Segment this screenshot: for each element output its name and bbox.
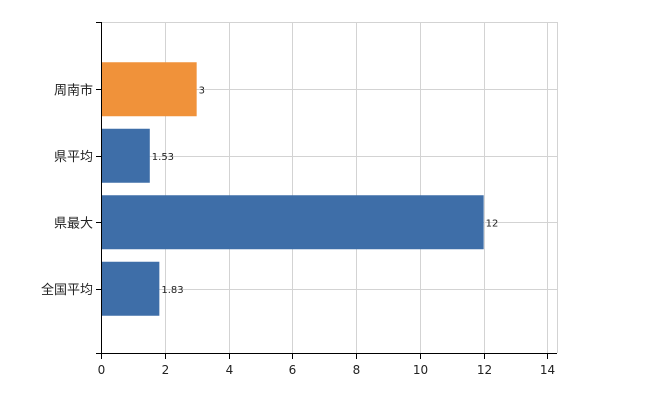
x-tick-label: 2 [162,363,170,377]
value-label: 1.53 [152,152,174,163]
x-tick-label: 12 [477,363,492,377]
value-label: 3 [199,85,205,96]
bar-1 [101,128,150,183]
category-label: 全国平均 [41,282,93,298]
category-label: 周南市 [54,82,93,98]
x-tick-label: 0 [98,363,106,377]
label-layer: 3 周南市 1.53 県平均 12 県最大 1.83 全国平均 0 2 4 6 8 10 12 14 [41,82,555,377]
bar-2 [101,195,484,250]
value-label: 1.83 [161,285,183,296]
axis-layer [96,22,557,359]
bar-layer [101,62,484,316]
category-label: 県最大 [54,216,93,231]
x-tick-label: 10 [413,363,428,377]
bar-0 [101,62,197,117]
x-tick-label: 4 [226,363,234,377]
category-label: 県平均 [54,150,93,165]
x-tick-label: 6 [289,363,297,377]
x-tick-label: 14 [540,363,555,377]
value-label: 12 [486,218,499,229]
bar-3 [101,261,160,316]
x-tick-label: 8 [353,363,361,377]
